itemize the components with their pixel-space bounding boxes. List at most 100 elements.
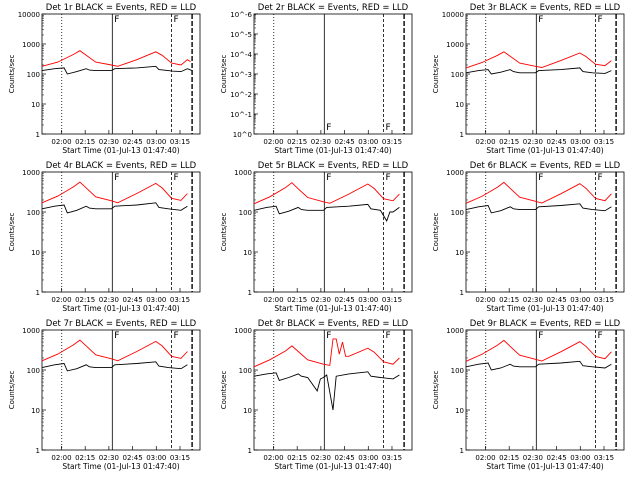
x-tick-label: 02:00 bbox=[51, 296, 71, 304]
x-tick-label: 03:00 bbox=[146, 454, 166, 462]
x-axis-label: Start Time (01-Jul-13 01:47:40) bbox=[486, 304, 603, 313]
y-tick-label: 100 bbox=[451, 367, 464, 375]
x-tick-label: 02:30 bbox=[99, 296, 119, 304]
y-tick-label: 1 bbox=[36, 289, 40, 297]
y-tick-label: 10 bbox=[31, 249, 40, 257]
panel-title: Det 6r BLACK = Events, RED = LLD bbox=[470, 161, 621, 171]
x-tick-label: 03:00 bbox=[146, 138, 166, 146]
vline-label: F bbox=[386, 173, 391, 183]
panel-det-7r: Det 7r BLACK = Events, RED = LLD 1 10 100 10… bbox=[8, 319, 201, 471]
y-tick-label: 1000 bbox=[234, 169, 252, 177]
vline-label: F bbox=[114, 173, 119, 183]
x-tick-label: 02:15 bbox=[75, 296, 95, 304]
series-events-line bbox=[465, 67, 612, 75]
panel-title: Det 4r BLACK = Events, RED = LLD bbox=[46, 161, 197, 171]
x-tick-label: 03:00 bbox=[570, 296, 590, 304]
x-tick-label: 02:00 bbox=[263, 296, 283, 304]
series-lld-line bbox=[465, 339, 612, 362]
y-tick-label: 1 bbox=[248, 447, 252, 455]
x-axis-label: Start Time (01-Jul-13 01:47:40) bbox=[62, 462, 179, 471]
y-tick-label: 100 bbox=[239, 367, 252, 375]
vline-label: F bbox=[326, 123, 331, 133]
x-tick-label: 03:15 bbox=[170, 454, 190, 462]
y-tick-label: 10 bbox=[243, 249, 252, 257]
x-tick-label: 03:15 bbox=[382, 138, 402, 146]
panel-det-1r: Det 1r BLACK = Events, RED = LLD 1 10 100 10… bbox=[8, 3, 201, 155]
x-tick-label: 02:15 bbox=[287, 296, 307, 304]
x-tick-label: 02:30 bbox=[523, 138, 543, 146]
series-events-line bbox=[253, 203, 400, 222]
y-tick-label: 10 bbox=[455, 407, 464, 415]
y-tick-label: 100 bbox=[451, 71, 464, 79]
panel-title: Det 8r BLACK = Events, RED = LLD bbox=[258, 319, 409, 329]
y-tick-label: 100 bbox=[239, 209, 252, 217]
x-tick-label: 02:30 bbox=[523, 296, 543, 304]
plot-frame bbox=[41, 13, 201, 135]
x-tick-label: 03:15 bbox=[170, 138, 190, 146]
y-tick-label: 10 bbox=[31, 101, 40, 109]
x-tick-label: 02:30 bbox=[99, 454, 119, 462]
series-lld-line bbox=[465, 181, 612, 204]
x-tick-label: 02:00 bbox=[263, 138, 283, 146]
y-axis-label: Counts/sec bbox=[220, 213, 228, 252]
x-tick-label: 02:45 bbox=[122, 296, 142, 304]
x-tick-label: 02:45 bbox=[334, 296, 354, 304]
y-tick-label: 1000 bbox=[22, 169, 40, 177]
x-tick-label: 02:15 bbox=[499, 296, 519, 304]
vline-label: F bbox=[386, 331, 391, 341]
panel-title: Det 1r BLACK = Events, RED = LLD bbox=[46, 3, 197, 13]
x-tick-label: 02:00 bbox=[263, 454, 283, 462]
x-tick-label: 03:15 bbox=[594, 454, 614, 462]
x-tick-label: 02:15 bbox=[499, 138, 519, 146]
panel-det-4r: Det 4r BLACK = Events, RED = LLD 1 10 100 10… bbox=[8, 161, 201, 313]
plot-frame bbox=[253, 171, 413, 293]
plot-frame bbox=[253, 13, 413, 135]
plot-frame bbox=[41, 329, 201, 451]
vline-label: F bbox=[598, 331, 603, 341]
x-tick-label: 02:15 bbox=[499, 454, 519, 462]
y-tick-label: 1000 bbox=[446, 41, 464, 49]
x-tick-label: 02:00 bbox=[475, 296, 495, 304]
y-tick-label: 100 bbox=[451, 209, 464, 217]
x-tick-label: 02:30 bbox=[99, 138, 119, 146]
y-tick-label: 1 bbox=[248, 289, 252, 297]
vline-label: F bbox=[598, 173, 603, 183]
y-tick-label: 1 bbox=[460, 447, 464, 455]
y-tick-label: 1000 bbox=[22, 41, 40, 49]
series-events-line bbox=[465, 203, 612, 214]
vline-label: F bbox=[114, 15, 119, 25]
y-axis-label: Counts/sec bbox=[220, 371, 228, 410]
x-tick-label: 02:45 bbox=[546, 296, 566, 304]
plot-frame bbox=[465, 329, 625, 451]
series-lld-line bbox=[465, 51, 612, 69]
x-tick-label: 02:45 bbox=[546, 138, 566, 146]
series-lld-line bbox=[41, 50, 191, 67]
panel-det-6r: Det 6r BLACK = Events, RED = LLD 1 10 100 10… bbox=[432, 161, 625, 313]
vline-label: F bbox=[538, 15, 543, 25]
series-events-line bbox=[41, 202, 188, 214]
plot-frame bbox=[465, 171, 625, 293]
y-axis-label: Counts/sec bbox=[432, 371, 440, 410]
plot-frame bbox=[253, 329, 413, 451]
panel-det-2r: Det 2r BLACK = Events, RED = LLD 10^0 10^-… bbox=[220, 3, 413, 155]
y-tick-label: 10^-6 bbox=[230, 11, 252, 19]
x-tick-label: 03:15 bbox=[382, 454, 402, 462]
vline-label: F bbox=[538, 173, 543, 183]
vline-label: F bbox=[174, 173, 179, 183]
x-tick-label: 02:00 bbox=[475, 138, 495, 146]
series-events-line bbox=[41, 361, 188, 372]
panel-title: Det 9r BLACK = Events, RED = LLD bbox=[470, 319, 621, 329]
y-tick-label: 10^-3 bbox=[230, 71, 252, 79]
y-tick-label: 10^0 bbox=[233, 131, 252, 139]
y-tick-label: 100 bbox=[27, 367, 40, 375]
x-tick-label: 02:45 bbox=[334, 138, 354, 146]
panel-det-3r: Det 3r BLACK = Events, RED = LLD 1 10 100 10… bbox=[432, 3, 625, 155]
y-tick-label: 1000 bbox=[446, 327, 464, 335]
series-lld-line bbox=[253, 182, 400, 205]
vline-label: F bbox=[326, 331, 331, 341]
x-tick-label: 02:15 bbox=[287, 454, 307, 462]
x-tick-label: 03:15 bbox=[382, 296, 402, 304]
x-tick-label: 02:30 bbox=[311, 454, 331, 462]
x-axis-label: Start Time (01-Jul-13 01:47:40) bbox=[62, 304, 179, 313]
